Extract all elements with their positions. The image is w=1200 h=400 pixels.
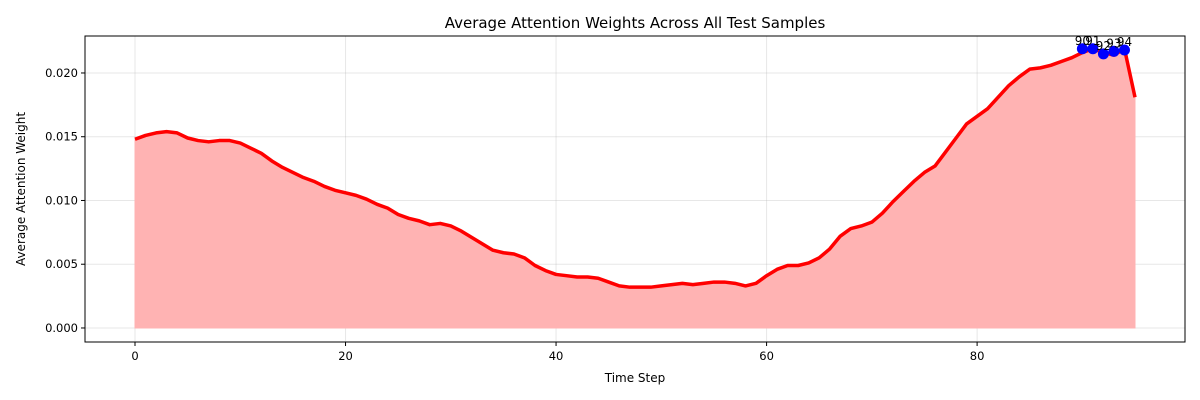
y-tick-label: 0.000: [45, 321, 78, 335]
highlight-point-label: 91: [1085, 34, 1100, 48]
y-tick-label: 0.005: [45, 257, 78, 271]
highlight-point-label: 92: [1096, 39, 1111, 53]
plot-frame: [84, 35, 1186, 343]
x-tick-label: 20: [338, 349, 353, 363]
x-tick-label: 60: [759, 349, 774, 363]
highlight-point-label: 94: [1117, 35, 1132, 49]
attention-line: [134, 47, 1137, 289]
y-axis-label: Average Attention Weight: [14, 112, 28, 266]
line-layer: [134, 47, 1137, 289]
x-tick-label: 0: [131, 349, 138, 363]
y-tick-label: 0.020: [45, 66, 78, 80]
highlight-point-label: 93: [1106, 36, 1121, 50]
highlight-point: [1118, 44, 1130, 56]
x-tick-label: 40: [549, 349, 564, 363]
y-tick-label: 0.015: [45, 130, 78, 144]
highlight-point-label: 90: [1075, 34, 1090, 48]
highlight-point: [1097, 48, 1109, 60]
x-tick-label: 80: [970, 349, 985, 363]
chart-title: Average Attention Weights Across All Tes…: [445, 14, 826, 32]
highlight-point: [1076, 43, 1088, 55]
axis-ticks: 0 20 40 60 80 0.000 0.005 0.010 0.015 0.020: [45, 66, 984, 363]
highlight-point: [1087, 43, 1099, 55]
x-axis-label: Time Step: [604, 371, 666, 385]
y-tick-label: 0.010: [45, 193, 78, 207]
highlight-point: [1108, 45, 1120, 57]
